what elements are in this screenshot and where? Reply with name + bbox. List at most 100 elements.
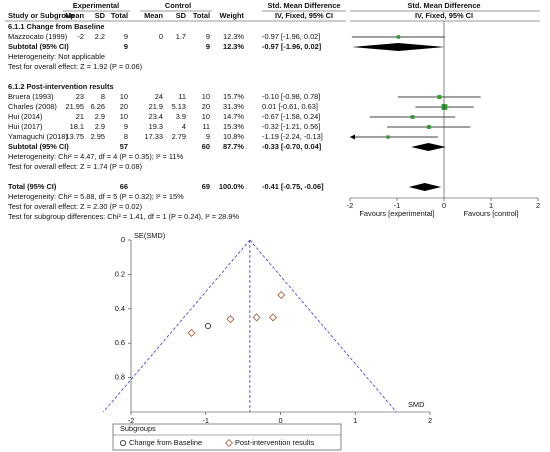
summary-diamond [411, 143, 446, 151]
study-name: Bruera (1993) [8, 92, 54, 101]
cell: 31.3% [223, 102, 244, 111]
heterogeneity: Heterogeneity: Chi² = 5.88, df = 5 (P = … [8, 192, 184, 201]
cell: 8 [124, 132, 128, 141]
cell: 15.3% [223, 122, 244, 131]
study-square [441, 104, 448, 110]
cell: 11 [202, 122, 210, 131]
summary-name: Subtotal (95% CI) [8, 42, 69, 51]
funnel-limit [249, 239, 397, 413]
legend-label: Post-intervention results [235, 438, 315, 447]
cell: 2.2 [95, 32, 105, 41]
funnel-limit [103, 239, 251, 413]
cell: 20 [120, 102, 128, 111]
cell: 14.7% [223, 112, 244, 121]
group-title: 6.1.1 Change from Baseline [8, 22, 105, 31]
column-header: SD [176, 11, 187, 20]
column-header: Mean [65, 11, 84, 20]
cell: 10 [202, 92, 210, 101]
column-header: IV, Fixed, 95% CI [415, 11, 473, 20]
cell: 20 [202, 102, 210, 111]
cell: 3.9 [176, 112, 186, 121]
group-header: Experimental [73, 1, 119, 10]
cell: 6.26 [91, 102, 105, 111]
subgroup-test: Test for subgroup differences: Chi² = 1.… [8, 212, 239, 221]
x-tick-label: -1 [394, 201, 401, 210]
cell: 9 [206, 32, 210, 41]
cell: 18.1 [70, 122, 84, 131]
cell: 57 [120, 142, 128, 151]
column-header: Total [111, 11, 128, 20]
x-tick-label: 2 [428, 416, 432, 425]
cell: 12.3% [223, 32, 244, 41]
study-name: Mazzocato (1999) [8, 32, 67, 41]
cell: -2 [77, 32, 84, 41]
y-tick-label: 0.6 [115, 338, 125, 347]
cell: 0 [159, 32, 163, 41]
cell: 23.4 [149, 112, 163, 121]
favours-label: Favours [experimental] [359, 209, 434, 218]
column-header: SD [95, 11, 106, 20]
y-tick-label: 0.8 [115, 373, 125, 382]
summary-diamond [351, 43, 445, 51]
cell: 10.8% [223, 132, 244, 141]
ci-label: -0.97 [-1.96, 0.02] [262, 42, 322, 51]
cell: 5.13 [172, 102, 186, 111]
column-header: Study or Subgroup [8, 11, 75, 20]
group-title: 6.1.2 Post-intervention results [8, 82, 114, 91]
cell: 13.75 [66, 132, 85, 141]
study-square [396, 35, 401, 39]
cell: 9 [206, 42, 210, 51]
funnel-point [187, 328, 196, 337]
cell: 87.7% [223, 142, 244, 151]
summary-name: Subtotal (95% CI) [8, 142, 69, 151]
cell: 23 [76, 92, 84, 101]
cell: 2.95 [91, 132, 105, 141]
ci-arrow [350, 134, 355, 140]
study-name: Yamaguchi (2018) [8, 132, 68, 141]
cell: 21.9 [149, 102, 163, 111]
summary-name: Total (95% CI) [8, 182, 57, 191]
cell: 2.9 [95, 122, 105, 131]
study-name: Charles (2008) [8, 102, 57, 111]
cell: 100.0% [219, 182, 244, 191]
ci-label: -0.41 [-0.75, -0.06] [262, 182, 324, 191]
y-tick-label: 0.4 [115, 304, 125, 313]
ci-label: 0.01 [-0.61, 0.63] [262, 102, 318, 111]
study-square [437, 95, 442, 99]
x-tick-label: 0 [278, 416, 282, 425]
funnel-point [252, 313, 261, 322]
funnel-point [226, 315, 235, 324]
group-header: Std. Mean Difference [267, 1, 340, 10]
effect-test: Test for overall effect: Z = 1.92 (P = 0… [8, 62, 142, 71]
study-square [386, 135, 390, 139]
study-square [427, 125, 431, 129]
cell: 10 [120, 92, 128, 101]
cell: 1.7 [176, 32, 186, 41]
legend-marker [225, 439, 233, 447]
favours-label: Favours [control] [463, 209, 518, 218]
ci-label: -0.10 [-0.98, 0.78] [262, 92, 320, 101]
cell: 9 [124, 122, 128, 131]
study-name: Hui (2017) [8, 122, 43, 131]
legend-box [112, 423, 342, 451]
column-header: IV, Fixed, 95% CI [275, 11, 333, 20]
cell: 21 [76, 112, 84, 121]
effect-test: Test for overall effect: Z = 2.30 (P = 0… [8, 202, 142, 211]
cell: 24 [155, 92, 163, 101]
forest-plot-area [350, 35, 481, 191]
cell: 9 [124, 32, 128, 41]
heterogeneity: Heterogeneity: Chi² = 4.47, df = 4 (P = … [8, 152, 184, 161]
cell: 4 [182, 122, 186, 131]
study-square [410, 115, 415, 119]
x-tick-label: -2 [347, 201, 354, 210]
funnel-point [204, 322, 211, 329]
x-axis-label: SMD [408, 400, 424, 409]
y-tick-label: 0.2 [115, 269, 125, 278]
cell: 8 [101, 92, 105, 101]
cell: 2.79 [172, 132, 186, 141]
funnel-point [269, 313, 277, 322]
group-header: Std. Mean Difference [407, 1, 480, 10]
heterogeneity: Heterogeneity: Not applicable [8, 52, 105, 61]
